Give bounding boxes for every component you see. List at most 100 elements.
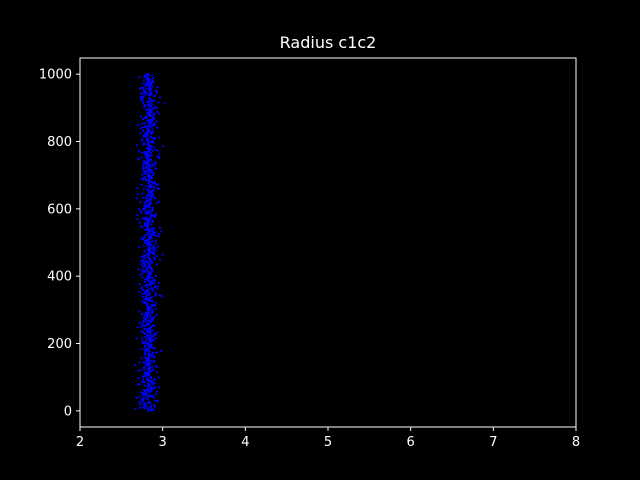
scatter-point: [141, 118, 145, 121]
scatter-point: [151, 100, 154, 103]
scatter-point: [149, 262, 152, 265]
scatter-point: [140, 225, 143, 228]
scatter-point: [144, 178, 148, 181]
scatter-point: [154, 161, 157, 164]
scatter-point: [145, 337, 148, 341]
scatter-point: [150, 376, 153, 379]
scatter-point: [139, 209, 142, 213]
scatter-point: [160, 295, 163, 298]
scatter-point: [137, 369, 140, 372]
scatter-point: [156, 149, 159, 152]
scatter-point: [147, 162, 150, 165]
scatter-point: [142, 169, 145, 172]
scatter-point: [152, 281, 156, 284]
scatter-point: [149, 86, 152, 89]
scatter-point: [141, 393, 144, 397]
scatter-point: [152, 278, 156, 281]
scatter-point: [154, 304, 157, 307]
scatter-point: [140, 356, 143, 360]
scatter-point: [146, 342, 149, 345]
scatter-point: [145, 163, 148, 166]
scatter-point: [146, 248, 149, 251]
scatter-point: [152, 188, 155, 192]
scatter-point: [142, 341, 146, 344]
scatter-point: [152, 131, 155, 134]
scatter-point: [137, 268, 140, 271]
scatter-point: [144, 356, 147, 359]
scatter-point: [157, 232, 160, 236]
scatter-point: [149, 151, 153, 155]
scatter-point: [142, 164, 145, 167]
scatter-point: [145, 151, 148, 154]
scatter-point: [148, 264, 151, 267]
scatter-point: [159, 258, 162, 261]
scatter-point: [145, 364, 149, 367]
scatter-point: [147, 288, 151, 291]
scatter-point: [153, 355, 156, 358]
scatter-point: [140, 325, 143, 328]
scatter-point: [135, 396, 138, 400]
scatter-point: [147, 387, 150, 390]
scatter-point: [138, 401, 141, 404]
scatter-point: [150, 176, 154, 180]
scatter-point: [149, 88, 153, 91]
scatter-point: [144, 165, 148, 168]
scatter-point: [146, 377, 149, 380]
scatter-point: [144, 269, 147, 272]
scatter-point: [141, 276, 144, 279]
scatter-point: [150, 92, 153, 95]
scatter-point: [152, 173, 155, 177]
scatter-point: [150, 343, 153, 346]
scatter-point: [140, 236, 143, 239]
scatter-point: [143, 314, 146, 317]
scatter-point: [156, 183, 160, 186]
scatter-point: [138, 321, 141, 324]
scatter-point: [149, 275, 152, 279]
scatter-point: [150, 295, 154, 299]
scatter-point: [153, 180, 156, 184]
scatter-point: [135, 337, 138, 340]
scatter-point: [145, 388, 149, 391]
scatter-point: [143, 121, 146, 125]
scatter-point: [147, 265, 150, 269]
scatter-point: [145, 294, 148, 298]
scatter-point: [152, 368, 155, 371]
scatter-point: [144, 370, 147, 373]
scatter-point: [146, 108, 149, 111]
scatter-point: [141, 313, 144, 316]
scatter-point: [152, 185, 155, 188]
scatter-point: [154, 392, 157, 396]
scatter-point: [140, 97, 143, 100]
scatter-point: [149, 81, 152, 85]
scatter-point: [148, 292, 151, 295]
scatter-point: [144, 402, 147, 405]
scatter-point: [141, 268, 144, 272]
scatter-point: [147, 327, 150, 331]
scatter-point: [148, 394, 151, 397]
scatter-point: [159, 230, 162, 233]
scatter-point: [154, 293, 157, 296]
scatter-point: [157, 101, 160, 104]
scatter-point: [144, 124, 147, 127]
scatter-point: [152, 359, 155, 363]
scatter-point: [144, 87, 148, 90]
scatter-point: [142, 254, 146, 257]
scatter-point: [149, 218, 152, 221]
scatter-point: [140, 86, 143, 89]
scatter-point: [148, 380, 151, 383]
scatter-point: [138, 87, 142, 90]
scatter-point: [141, 300, 144, 303]
scatter-point: [153, 339, 156, 342]
scatter-point: [154, 291, 157, 294]
scatter-point: [142, 89, 145, 92]
scatter-point: [152, 145, 155, 149]
scatter-point: [152, 244, 155, 247]
scatter-point: [153, 197, 157, 200]
scatter-point: [148, 228, 151, 231]
scatter-point: [154, 242, 157, 245]
scatter-point: [146, 397, 149, 400]
scatter-point: [157, 200, 160, 203]
scatter-point: [143, 150, 146, 154]
scatter-point: [134, 407, 137, 410]
scatter-point: [142, 187, 145, 190]
